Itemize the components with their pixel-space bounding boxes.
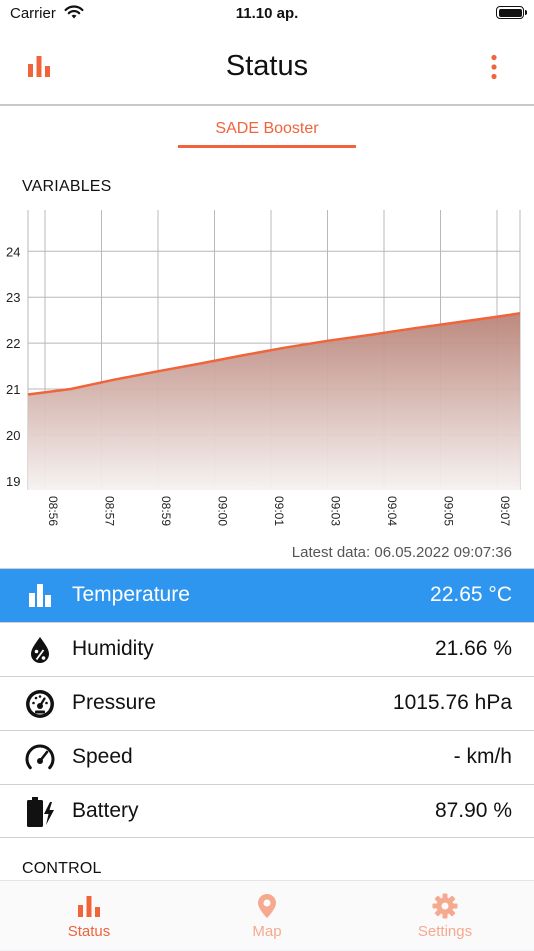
y-tick-label: 23 bbox=[6, 290, 20, 305]
x-tick-label: 08:59 bbox=[159, 496, 173, 526]
bar-chart-icon bbox=[29, 584, 51, 607]
page-title: Status bbox=[225, 50, 309, 82]
clock: 11.10 ap. bbox=[235, 5, 299, 22]
reading-label: Battery bbox=[72, 799, 139, 822]
y-tick-label: 20 bbox=[6, 428, 20, 443]
x-tick-label: 09:04 bbox=[385, 496, 399, 526]
temperature-area bbox=[28, 313, 520, 490]
reading-row-temperature[interactable]: Temperature 22.65 °C bbox=[0, 568, 534, 622]
reading-row-battery[interactable]: Battery 87.90 % bbox=[0, 784, 534, 838]
y-tick-label: 21 bbox=[6, 382, 20, 397]
x-tick-label: 08:56 bbox=[46, 496, 60, 526]
x-tick-label: 09:03 bbox=[329, 496, 343, 526]
more-vertical-icon[interactable] bbox=[483, 54, 505, 80]
tab-bar: Status Map Settings bbox=[0, 880, 534, 950]
status-bar bbox=[0, 0, 534, 30]
segment-tab-sade-booster[interactable]: SADE Booster bbox=[215, 120, 319, 137]
tab-status[interactable]: Status bbox=[0, 881, 178, 951]
reading-value: - km/h bbox=[453, 745, 512, 768]
reading-row-humidity[interactable]: Humidity 21.66 % bbox=[0, 622, 534, 676]
x-tick-label: 09:07 bbox=[498, 496, 512, 526]
battery-icon bbox=[496, 6, 527, 19]
wifi-icon bbox=[64, 5, 84, 19]
nav-bar bbox=[0, 30, 534, 106]
gear-icon bbox=[432, 893, 458, 919]
map-pin-icon bbox=[258, 894, 276, 918]
temperature-line bbox=[27, 312, 521, 396]
reading-label: Speed bbox=[72, 745, 133, 768]
x-tick-label: 08:57 bbox=[103, 496, 117, 526]
battery-charging-icon bbox=[27, 797, 54, 827]
reading-value: 87.90 % bbox=[434, 799, 512, 822]
segment-underline bbox=[178, 145, 356, 148]
reading-value: 22.65 °C bbox=[430, 583, 512, 606]
tab-settings[interactable]: Settings bbox=[356, 881, 534, 951]
pressure-gauge-icon bbox=[26, 690, 54, 718]
reading-value: 1015.76 hPa bbox=[392, 691, 512, 714]
x-tick-label: 09:05 bbox=[442, 496, 456, 526]
reading-label: Temperature bbox=[72, 583, 190, 606]
tab-label: Settings bbox=[417, 923, 473, 940]
reading-row-pressure[interactable]: Pressure 1015.76 hPa bbox=[0, 676, 534, 730]
control-section-title: CONTROL bbox=[22, 860, 102, 877]
variables-section-title: VARIABLES bbox=[22, 178, 112, 195]
reading-row-speed[interactable]: Speed - km/h bbox=[0, 730, 534, 784]
x-tick-label: 09:01 bbox=[272, 496, 286, 526]
y-tick-label: 19 bbox=[6, 474, 20, 489]
y-tick-label: 22 bbox=[6, 336, 20, 351]
carrier-label: Carrier bbox=[10, 5, 56, 22]
variables-chart: 19 20 21 22 23 24 08:56 08:57 08:59 09:00 09:01 09:… bbox=[6, 210, 521, 526]
tab-map[interactable]: Map bbox=[178, 881, 356, 951]
bar-chart-icon bbox=[78, 896, 100, 917]
bar-chart-icon[interactable] bbox=[26, 54, 52, 78]
reading-label: Humidity bbox=[72, 637, 154, 660]
y-tick-label: 24 bbox=[6, 244, 20, 259]
tab-label: Status bbox=[67, 923, 111, 940]
speedometer-icon bbox=[25, 744, 55, 770]
reading-label: Pressure bbox=[72, 691, 157, 714]
reading-value: 21.66 % bbox=[434, 637, 512, 660]
latest-data-label: Latest data: 06.05.2022 09:07:36 bbox=[291, 544, 512, 561]
humidity-drop-icon bbox=[31, 637, 49, 663]
x-tick-label: 09:00 bbox=[216, 496, 230, 526]
tab-label: Map bbox=[252, 923, 282, 940]
